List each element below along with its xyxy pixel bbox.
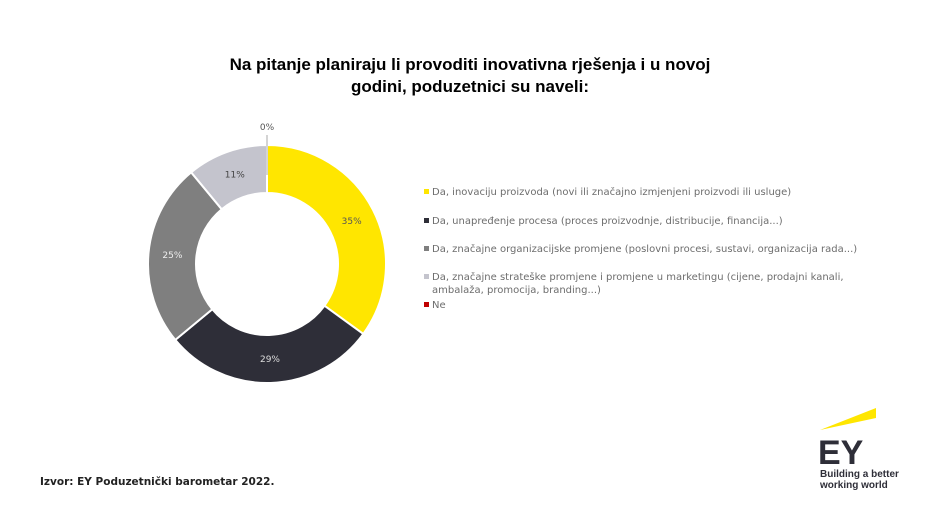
legend-item: Da, inovaciju proizvoda (novi ili značaj… [424,186,791,199]
data-label: 35% [342,217,362,227]
legend-label: Ne [424,299,446,312]
legend-swatch [424,274,429,279]
donut-slice [173,304,365,384]
legend-swatch [424,302,429,307]
legend-swatch [424,246,429,251]
legend-label: Da, značajne strateške promjene i promje… [424,271,844,284]
chart-title: Na pitanje planiraju li provoditi inovat… [229,55,711,96]
ey-logo: EY [818,408,876,466]
legend-item: Da, značajne strateške promjene i promje… [424,271,844,297]
logo-text: EY [818,434,864,466]
data-label: 29% [260,355,280,365]
data-label: 11% [225,171,245,181]
legend-label: Da, inovaciju proizvoda (novi ili značaj… [424,186,791,199]
source-note: Izvor: EY Poduzetnički barometar 2022. [40,476,275,488]
logo-tagline: Building a better working world [820,469,899,491]
legend-label: Da, unapređenje procesa (proces proizvod… [424,215,783,228]
legend-swatch [424,218,429,223]
legend-item: Da, unapređenje procesa (proces proizvod… [424,215,783,228]
legend-item: Ne [424,299,446,312]
data-label: 0% [260,123,275,133]
tagline-line: working world [820,480,888,491]
legend-label: Da, značajne organizacijske promjene (po… [424,243,857,256]
legend-swatch [424,189,429,194]
legend-item: Da, značajne organizacijske promjene (po… [424,243,857,256]
data-label: 25% [162,251,182,261]
tagline-line: Building a better [820,469,899,480]
legend-label: ambalaža, promocija, branding...) [432,285,601,296]
donut-slice [147,170,224,342]
donut-slice [266,143,387,336]
